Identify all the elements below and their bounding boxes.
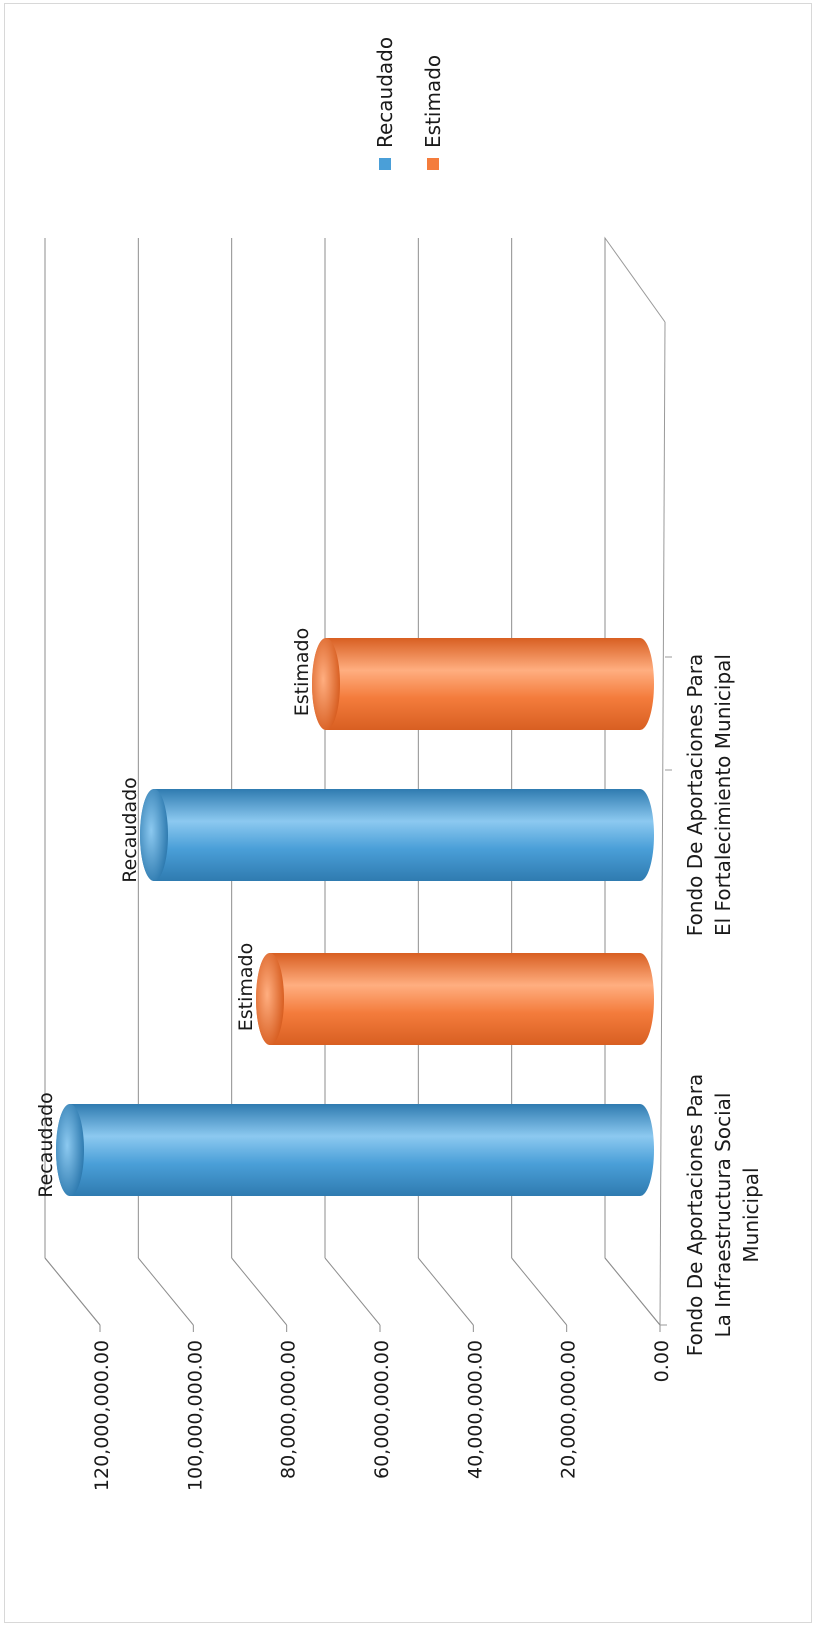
category-label: Fondo De Aportaciones Para <box>683 1074 707 1356</box>
gridlines <box>44 238 661 1326</box>
bar-recaudado-1 <box>140 789 654 881</box>
value-tick-label: 0.00 <box>651 1340 673 1382</box>
cylinder-cap <box>312 638 340 730</box>
gridline-diagonal <box>137 1257 194 1326</box>
bar-estimado-0 <box>256 953 654 1045</box>
cylinder-cap <box>56 1104 84 1196</box>
cylinder-cap <box>256 953 284 1045</box>
legend: Recaudado Estimado <box>373 37 445 170</box>
cylinder-body <box>256 953 654 1045</box>
gridline-diagonal <box>44 1257 101 1326</box>
data-label: Recaudado <box>35 1092 57 1198</box>
value-tick-label: 20,000,000.00 <box>558 1340 580 1479</box>
value-tick-label: 80,000,000.00 <box>278 1340 300 1479</box>
category-axis: Fondo De Aportaciones Para La Infraestruc… <box>660 654 763 1356</box>
value-tick-label: 100,000,000.00 <box>184 1340 206 1491</box>
data-label: Recaudado <box>119 777 141 883</box>
cylinder-cap <box>140 789 168 881</box>
gridline-diagonal <box>231 1257 288 1326</box>
legend-label-estimado: Estimado <box>421 55 445 148</box>
category-label: La Infraestructura Social <box>711 1093 735 1338</box>
legend-label-recaudado: Recaudado <box>373 37 397 148</box>
bars <box>56 638 654 1196</box>
gridline-diagonal <box>417 1257 474 1326</box>
category-label: Municipal <box>739 1167 763 1262</box>
value-tick-label: 40,000,000.00 <box>464 1340 486 1479</box>
legend-swatch-estimado <box>427 158 439 170</box>
bar-estimado-1 <box>312 638 654 730</box>
data-labels: Recaudado Recaudado Estimado Estimado <box>35 628 313 1198</box>
cylinder-body <box>140 789 654 881</box>
bar-recaudado-0 <box>56 1104 654 1196</box>
gridline-diagonal <box>324 1257 381 1326</box>
cylinder-body <box>56 1104 654 1196</box>
value-axis-ticks: 0.00 20,000,000.00 40,000,000.00 60,000,000… <box>91 1325 673 1491</box>
category-label: Fondo De Aportaciones Para <box>683 654 707 936</box>
cylinder-body <box>312 638 654 730</box>
value-tick-label: 60,000,000.00 <box>371 1340 393 1479</box>
category-label: El Fortalecimiento Municipal <box>711 654 735 936</box>
gridline-diagonal <box>604 1257 661 1326</box>
data-label: Estimado <box>235 943 257 1031</box>
page-frame <box>4 3 812 1623</box>
data-label: Estimado <box>291 628 313 716</box>
gridline-diagonal <box>511 1257 568 1326</box>
value-tick-label: 120,000,000.00 <box>91 1340 113 1491</box>
legend-swatch-recaudado <box>379 158 391 170</box>
